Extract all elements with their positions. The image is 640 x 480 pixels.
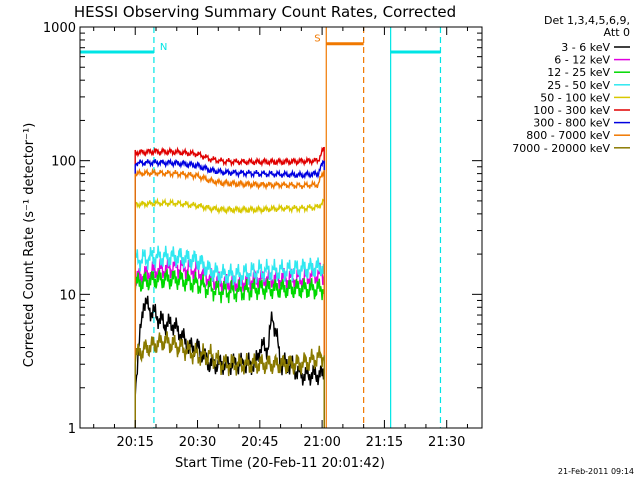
axes-layer: 1 10 100 1000 20:15 20:30 20:45 21:00 21:15 21:30 [43, 21, 483, 450]
flag-S-label: S [314, 34, 320, 45]
legend-entry-label-3: 25 - 50 keV [547, 79, 610, 92]
legend-entry-label-6: 300 - 800 keV [533, 117, 610, 130]
legend-entry-label-8: 7000 - 20000 keV [512, 142, 610, 155]
series-layer [134, 146, 325, 428]
y-tick-label-1: 10 [59, 288, 76, 303]
series-line-2 [134, 267, 325, 428]
legend-entry-label-2: 12 - 25 keV [547, 66, 610, 79]
y-tick-label-0: 1 [68, 422, 76, 437]
legend-header-1: Att 0 [604, 26, 630, 39]
timestamp-footer: 21-Feb-2011 09:14 [558, 467, 634, 476]
series-line-3 [134, 245, 325, 428]
y-axis-label: Corrected Count Rate (s⁻¹ detector⁻¹) [22, 123, 37, 368]
y-tick-label-2: 100 [51, 155, 76, 170]
x-tick-label-4: 21:15 [366, 435, 403, 450]
legend-entry-label-5: 100 - 300 keV [533, 104, 610, 117]
series-line-6 [134, 157, 325, 428]
x-tick-label-2: 20:45 [241, 435, 278, 450]
y-tick-label-3: 1000 [43, 21, 76, 36]
flags-layer: NS [80, 27, 442, 428]
x-tick-label-1: 20:30 [179, 435, 216, 450]
legend-entry-label-1: 6 - 12 keV [554, 54, 610, 67]
legend-entry-label-7: 800 - 7000 keV [526, 129, 610, 142]
series-line-8 [134, 331, 325, 428]
x-tick-label-5: 21:30 [428, 435, 465, 450]
legend-entry-label-0: 3 - 6 keV [561, 41, 610, 54]
x-tick-label-3: 21:00 [303, 435, 340, 450]
x-axis-label: Start Time (20-Feb-11 20:01:42) [175, 456, 385, 471]
series-line-4 [134, 197, 325, 428]
series-line-7 [134, 167, 325, 428]
legend-header-0: Det 1,3,4,5,6,9, [544, 14, 630, 27]
legend-entry-label-4: 50 - 100 keV [540, 91, 610, 104]
x-tick-label-0: 20:15 [116, 435, 153, 450]
series-line-5 [134, 146, 325, 428]
chart-title: HESSI Observing Summary Count Rates, Cor… [74, 3, 456, 21]
flag-N-label: N [160, 42, 167, 53]
